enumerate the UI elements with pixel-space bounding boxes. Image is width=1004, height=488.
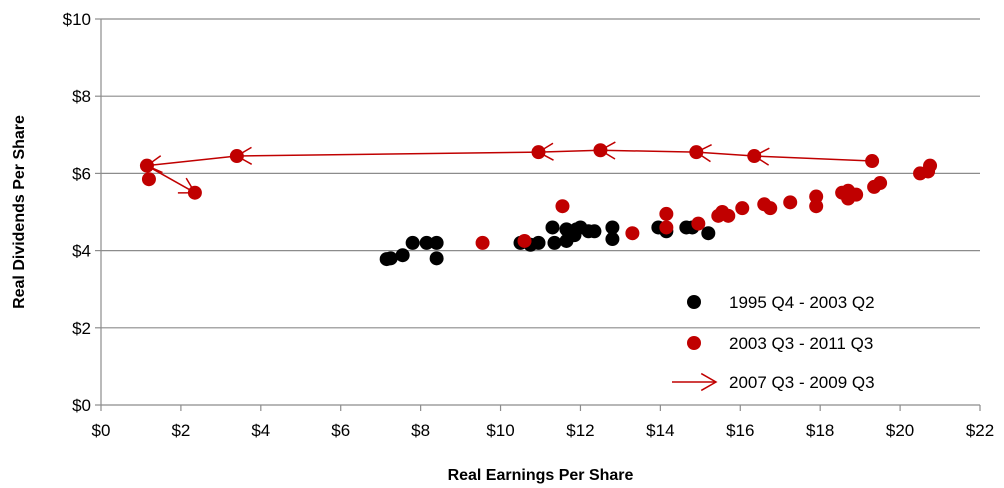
point-s0-6 xyxy=(429,251,444,266)
legend-label-1995: 1995 Q4 - 2003 Q2 xyxy=(729,293,875,312)
legend-marker-2003 xyxy=(687,336,701,350)
point-s0-20 xyxy=(605,232,620,247)
point-s0-9 xyxy=(531,235,546,250)
y-tick-label-4: $8 xyxy=(72,87,91,106)
y-tick-label-0: $0 xyxy=(72,396,91,415)
x-tick-label-8: $16 xyxy=(726,421,754,440)
point-s1-1 xyxy=(517,233,532,248)
legend-marker-1995 xyxy=(687,295,701,309)
point-s1-24 xyxy=(923,158,938,173)
x-tick-label-0: $0 xyxy=(92,421,111,440)
point-s1-6 xyxy=(691,216,706,231)
point-s1-33 xyxy=(187,185,202,200)
y-tick-label-2: $4 xyxy=(72,242,91,261)
axes xyxy=(95,18,981,411)
point-s1-19 xyxy=(849,187,864,202)
point-s0-11 xyxy=(547,235,562,250)
point-s1-29 xyxy=(531,145,546,160)
arrow-segment-0 xyxy=(754,155,873,162)
point-s1-30 xyxy=(229,149,244,164)
x-tick-label-9: $18 xyxy=(806,421,834,440)
y-tick-label-3: $6 xyxy=(72,164,91,183)
point-s1-21 xyxy=(873,176,888,191)
legend-item-1995: 1995 Q4 - 2003 Q2 xyxy=(687,293,875,312)
point-s1-31 xyxy=(139,158,154,173)
arrow-segment-5 xyxy=(146,155,237,167)
legend-label-2007: 2007 Q3 - 2009 Q3 xyxy=(729,373,875,392)
point-s1-15 xyxy=(809,189,824,204)
arrow-path xyxy=(145,141,873,194)
point-s1-27 xyxy=(689,145,704,160)
point-s1-12 xyxy=(763,201,778,216)
legend-arrowhead xyxy=(700,372,718,392)
point-s1-32 xyxy=(141,172,156,187)
data-points xyxy=(139,143,938,267)
legend: 1995 Q4 - 2003 Q2 2003 Q3 - 2011 Q3 2007… xyxy=(672,293,875,392)
point-s1-28 xyxy=(593,143,608,158)
point-s1-9 xyxy=(721,208,736,223)
point-s0-4 xyxy=(419,235,434,250)
x-tick-label-3: $6 xyxy=(331,421,350,440)
x-tick-label-4: $8 xyxy=(411,421,430,440)
x-tick-label-10: $20 xyxy=(886,421,914,440)
point-s0-10 xyxy=(545,220,560,235)
x-tick-label-11: $22 xyxy=(966,421,994,440)
x-tick-label-7: $14 xyxy=(646,421,674,440)
point-s1-13 xyxy=(783,195,798,210)
point-s1-5 xyxy=(659,220,674,235)
x-tick-labels: $0 $2 $4 $6 $8 $10 $12 $14 $16 $18 $20 $22 xyxy=(92,421,995,440)
point-s1-4 xyxy=(659,206,674,221)
y-tick-label-5: $10 xyxy=(63,10,91,29)
x-tick-label-1: $2 xyxy=(171,421,190,440)
x-tick-label-2: $4 xyxy=(251,421,270,440)
legend-label-2003: 2003 Q3 - 2011 Q3 xyxy=(729,334,873,353)
point-s0-5 xyxy=(429,235,444,250)
legend-marker-arrow xyxy=(672,372,718,392)
point-s1-3 xyxy=(625,226,640,241)
x-axis-title: Real Earnings Per Share xyxy=(448,467,634,484)
arrow-segment-1 xyxy=(696,151,755,157)
point-s0-25 xyxy=(701,226,716,241)
x-tick-label-5: $10 xyxy=(486,421,514,440)
point-s1-0 xyxy=(475,235,490,250)
arrow-segment-3 xyxy=(538,149,601,153)
point-s0-18 xyxy=(587,224,602,239)
point-s1-14 xyxy=(809,199,824,214)
point-s0-2 xyxy=(395,248,410,263)
point-s1-26 xyxy=(747,149,762,164)
gridlines xyxy=(101,18,980,329)
arrow-segment-4 xyxy=(236,151,539,157)
legend-item-2003: 2003 Q3 - 2011 Q3 xyxy=(687,334,873,353)
point-s0-1 xyxy=(383,251,398,266)
point-s0-19 xyxy=(605,220,620,235)
point-s1-10 xyxy=(735,201,750,216)
y-tick-label-1: $2 xyxy=(72,319,91,338)
point-s1-2 xyxy=(555,199,570,214)
y-axis-title: Real Dividends Per Share xyxy=(11,115,28,309)
y-tick-labels: $0 $2 $4 $6 $8 $10 xyxy=(63,10,91,415)
legend-item-2007: 2007 Q3 - 2009 Q3 xyxy=(672,372,875,392)
arrow-segment-2 xyxy=(600,149,697,153)
x-tick-label-6: $12 xyxy=(566,421,594,440)
arrow-segment-6 xyxy=(146,165,196,194)
point-s1-25 xyxy=(865,154,880,169)
point-s0-3 xyxy=(405,235,420,250)
